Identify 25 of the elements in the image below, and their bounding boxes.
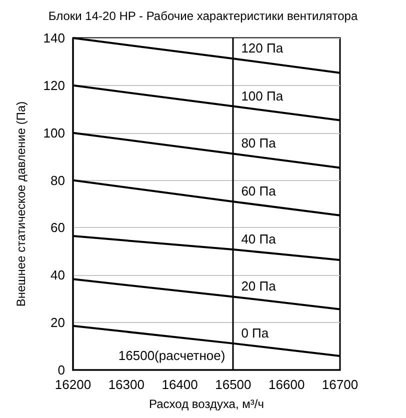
x-tick-label: 16600 — [268, 377, 305, 392]
y-tick-label: 100 — [43, 125, 65, 140]
x-tick-label: 16300 — [108, 377, 144, 392]
y-tick-label: 20 — [50, 315, 65, 330]
series-label: 0 Па — [241, 325, 270, 340]
y-tick-label: 0 — [58, 362, 65, 378]
chart-title: Блоки 14-20 HP - Рабочие характеристики вентилятора — [48, 9, 358, 23]
x-axis-title: Расход воздуха, м³/ч — [149, 397, 264, 411]
y-tick-label: 140 — [43, 30, 65, 46]
ref-line-label: 16500(расчетное) — [118, 348, 226, 363]
x-tick-label: 16500 — [215, 377, 252, 392]
x-tick-label: 16400 — [162, 377, 198, 392]
series-label: 100 Па — [241, 88, 284, 104]
series-label: 120 Па — [241, 40, 284, 56]
y-axis-title: Внешнее статическое давление (Па) — [14, 101, 28, 307]
series-label: 60 Па — [241, 184, 277, 199]
x-tick-label: 16200 — [54, 377, 92, 392]
series-label: 80 Па — [241, 136, 277, 151]
y-tick-label: 60 — [50, 220, 65, 236]
series-label: 40 Па — [241, 232, 277, 247]
series-label: 20 Па — [241, 278, 277, 294]
y-tick-label: 80 — [50, 172, 65, 188]
y-tick-label: 40 — [50, 268, 65, 283]
y-tick-label: 120 — [43, 78, 65, 93]
x-tick-label: 16700 — [322, 377, 358, 392]
